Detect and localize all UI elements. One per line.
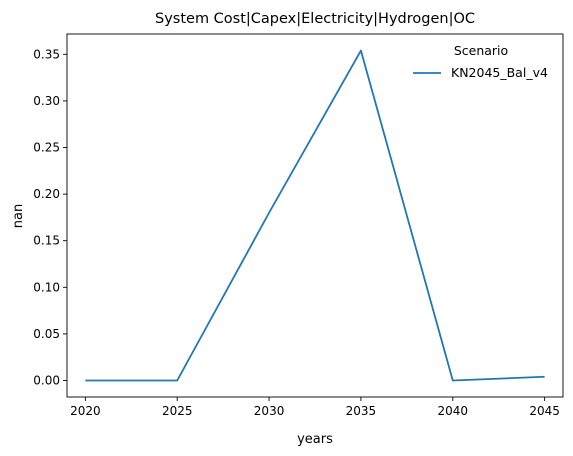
y-tick-label: 0.10 — [33, 280, 60, 294]
x-tick-label: 2045 — [529, 404, 560, 418]
y-axis-title: nan — [11, 204, 26, 228]
legend-label-kn2045-bal-v4: KN2045_Bal_v4 — [451, 65, 548, 80]
legend: Scenario KN2045_Bal_v4 — [413, 43, 548, 80]
x-tick-label: 2025 — [162, 404, 193, 418]
y-tick-label: 0.20 — [33, 187, 60, 201]
x-tick-label: 2020 — [70, 404, 101, 418]
y-tick-label: 0.35 — [33, 47, 60, 61]
series-line-0 — [85, 49, 545, 382]
chart-title: System Cost|Capex|Electricity|Hydrogen|O… — [155, 11, 475, 27]
x-tick-label: 2035 — [346, 404, 377, 418]
y-tick-label: 0.30 — [33, 94, 60, 108]
plot-area: 2020 2025 2030 2035 2040 2045 0.00 0.05 0.10 0.15… — [33, 33, 564, 418]
y-tick-label: 0.15 — [33, 234, 60, 248]
x-tick-label: 2040 — [438, 404, 469, 418]
y-tick-label: 0.05 — [33, 327, 60, 341]
legend-title: Scenario — [454, 43, 508, 58]
y-tick-label: 0.00 — [33, 374, 60, 388]
plot-frame — [66, 33, 564, 398]
x-axis-title: years — [297, 432, 333, 447]
x-tick-label: 2030 — [254, 404, 285, 418]
y-tick-label: 0.25 — [33, 141, 60, 155]
